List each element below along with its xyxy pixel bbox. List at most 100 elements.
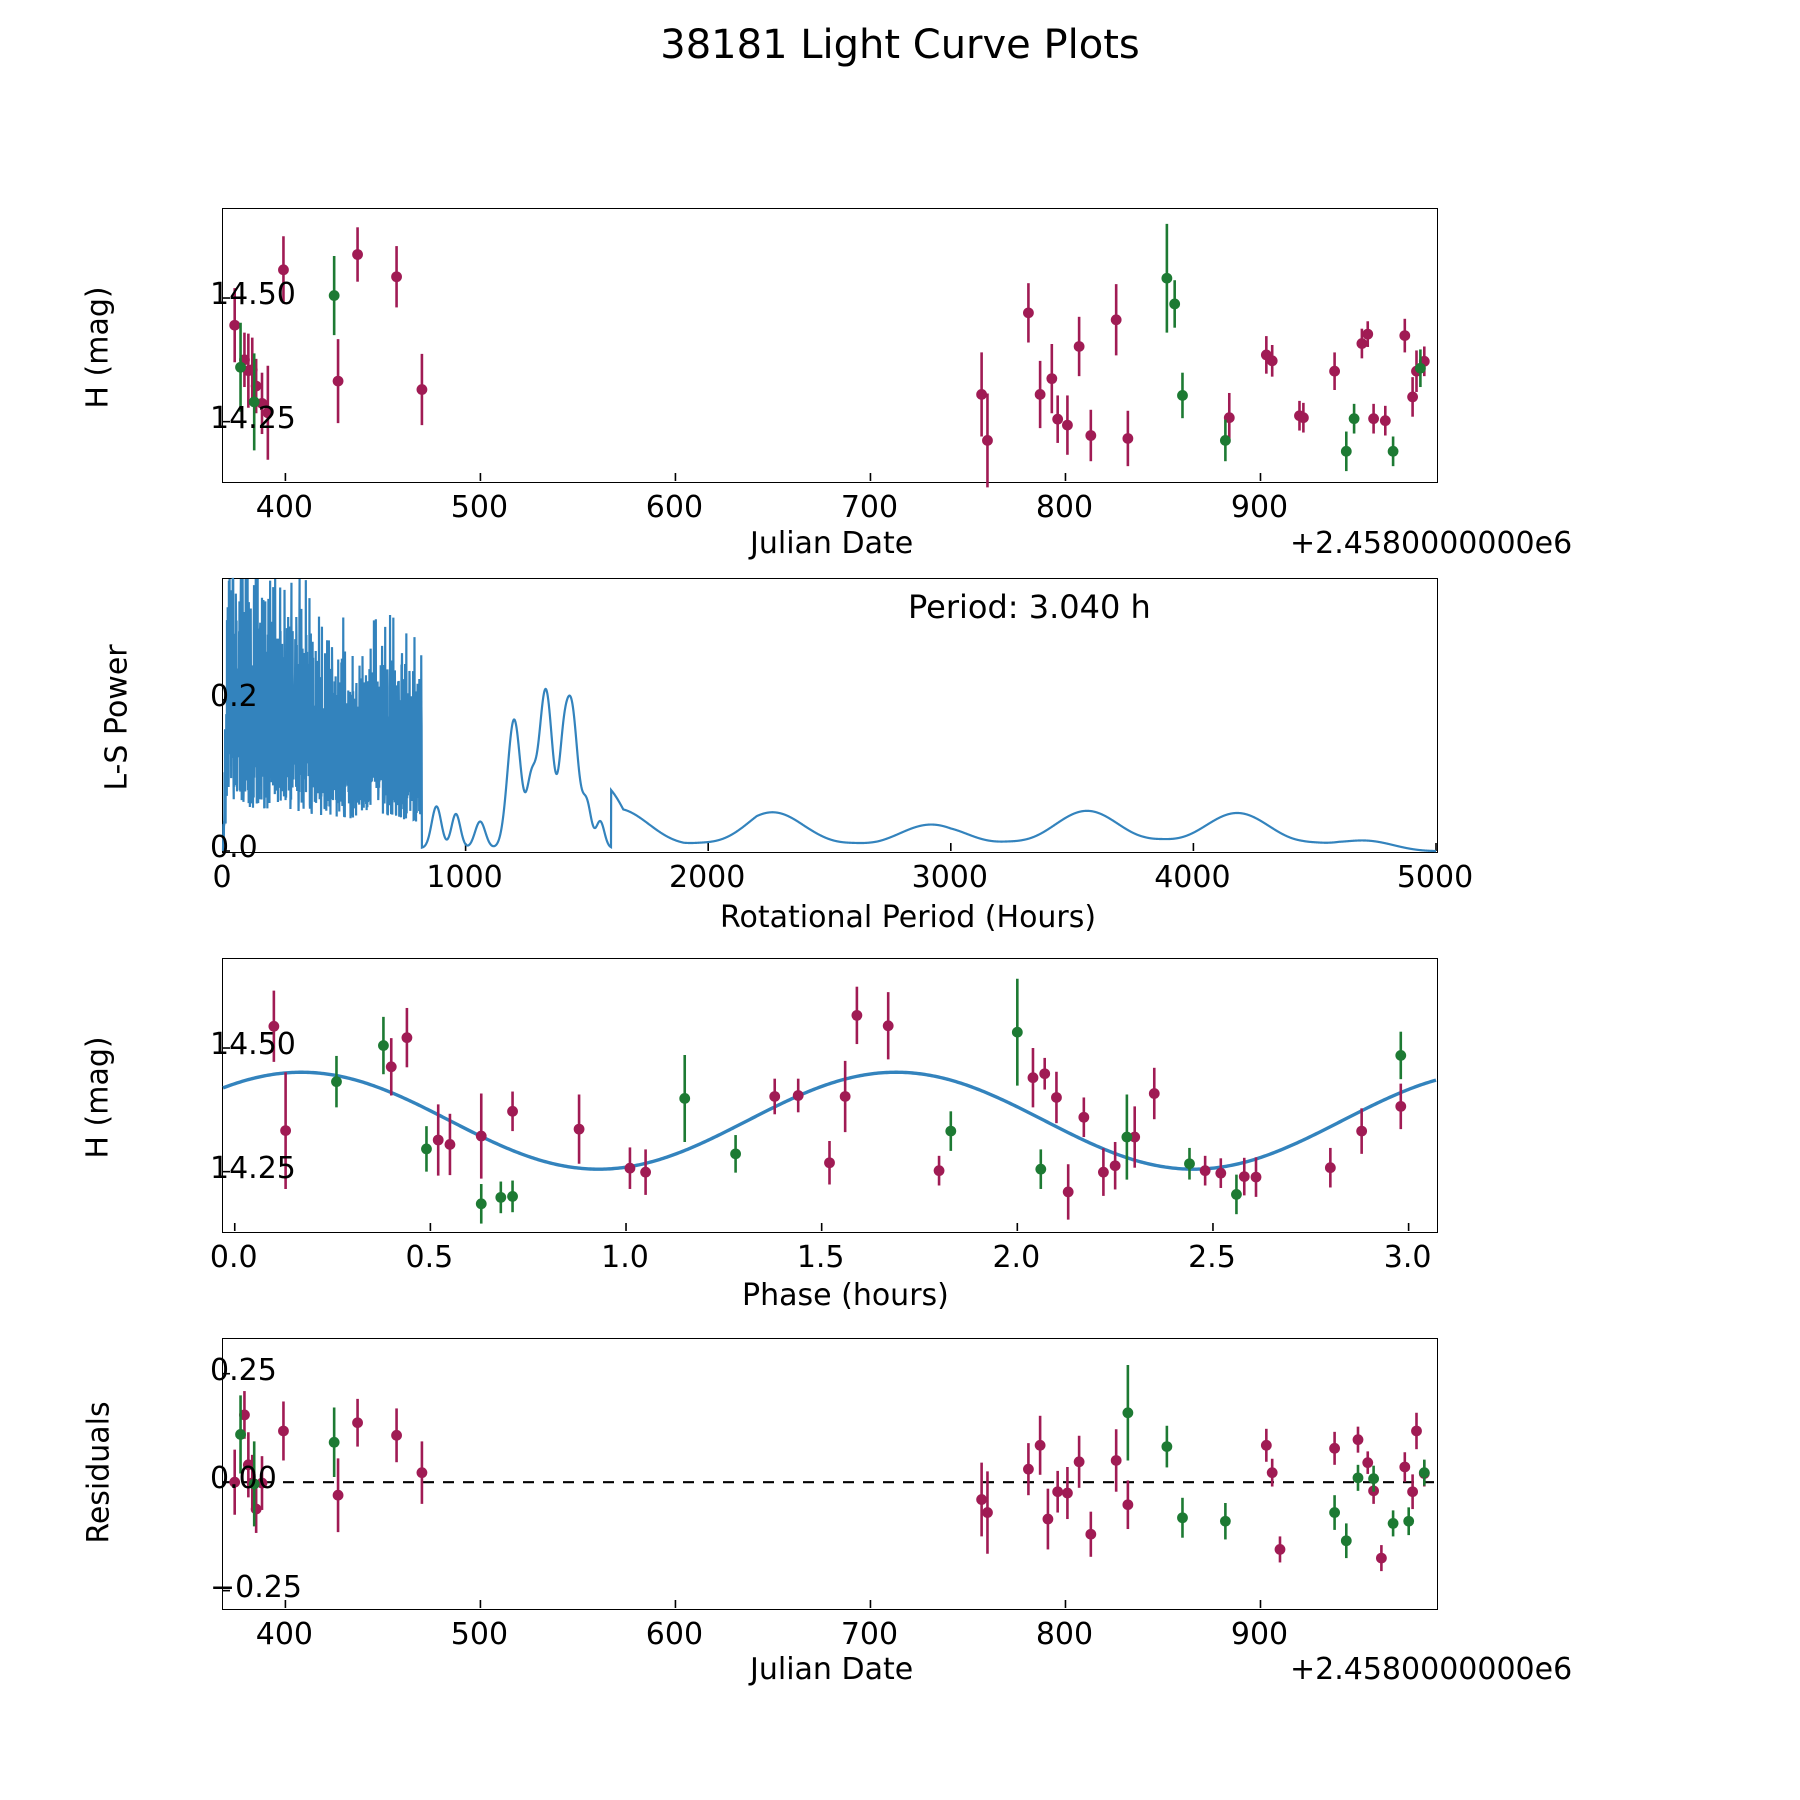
data-point xyxy=(1023,307,1034,319)
axis-tick-label: 3000 xyxy=(911,860,988,895)
data-point xyxy=(256,1477,268,1489)
axis-tick-label: 600 xyxy=(645,1617,704,1652)
data-point xyxy=(1387,445,1399,457)
data-point xyxy=(416,384,428,395)
data-point xyxy=(1403,1515,1415,1527)
axis-tick-label: 4000 xyxy=(1154,860,1231,895)
data-point xyxy=(1356,338,1368,349)
data-point xyxy=(1027,1072,1039,1084)
axis-tick-label: 0.5 xyxy=(405,1240,454,1275)
axis-tick-label: 400 xyxy=(255,1617,314,1652)
data-point xyxy=(945,1125,957,1137)
periodogram-line xyxy=(221,577,1436,853)
periodogram-x-axis-label: Rotational Period (Hours) xyxy=(720,900,1097,935)
data-point xyxy=(495,1191,507,1203)
data-point xyxy=(1274,1544,1286,1555)
residuals-plot-area xyxy=(223,1365,1436,1608)
axis-tick-label: 400 xyxy=(255,490,314,525)
data-point xyxy=(851,1009,863,1021)
data-point xyxy=(982,435,993,446)
data-point xyxy=(1340,1535,1352,1547)
data-point xyxy=(976,389,988,400)
data-point xyxy=(352,249,363,260)
data-point xyxy=(1110,1455,1122,1466)
data-point xyxy=(1035,1163,1047,1175)
data-point xyxy=(1260,1439,1272,1451)
data-point xyxy=(1238,1171,1250,1182)
data-point xyxy=(1329,1507,1340,1518)
data-point xyxy=(250,1503,262,1515)
data-point xyxy=(432,1134,444,1146)
data-point xyxy=(1266,355,1278,367)
residuals-x-offset-text: +2.4580000000e6 xyxy=(1290,1652,1573,1687)
axis-tick-label: 700 xyxy=(840,1617,899,1652)
data-point xyxy=(624,1162,636,1174)
data-point xyxy=(1085,430,1097,441)
data-point xyxy=(1411,1425,1422,1437)
data-point xyxy=(1110,314,1122,326)
data-point xyxy=(1085,1528,1097,1540)
data-point xyxy=(1215,1167,1227,1179)
axis-tick-label: 800 xyxy=(1035,490,1094,525)
data-point xyxy=(1352,1434,1364,1446)
data-point xyxy=(882,1020,894,1032)
data-point xyxy=(1051,1092,1062,1103)
data-point xyxy=(1042,1513,1054,1525)
periodogram-y-axis-label: L-S Power xyxy=(99,644,135,791)
data-point xyxy=(1062,419,1073,431)
data-point xyxy=(679,1093,691,1104)
data-point xyxy=(1399,330,1411,342)
data-point xyxy=(229,1476,241,1488)
data-point xyxy=(1340,445,1352,457)
data-point xyxy=(1023,1463,1034,1475)
data-point xyxy=(1184,1158,1195,1170)
axis-tick-label: 0 xyxy=(212,860,232,895)
light-curve-x-axis-label: Julian Date xyxy=(750,526,914,561)
data-point xyxy=(248,396,260,408)
data-point xyxy=(1266,1467,1278,1479)
sinusoid-fit-line xyxy=(222,1070,1437,1171)
data-point xyxy=(982,1507,993,1518)
data-point xyxy=(1177,390,1188,401)
data-point xyxy=(1177,1512,1188,1524)
data-point xyxy=(1362,1457,1374,1469)
data-point xyxy=(730,1148,741,1160)
data-point xyxy=(378,1040,389,1051)
data-point xyxy=(475,1130,487,1142)
axis-tick-label: 500 xyxy=(450,1617,509,1652)
axis-tick-label: 700 xyxy=(840,490,899,525)
axis-tick-label: 2.0 xyxy=(992,1240,1041,1275)
data-point xyxy=(507,1105,518,1117)
data-point xyxy=(235,1429,246,1440)
data-point xyxy=(824,1157,835,1169)
data-point xyxy=(332,375,344,387)
data-point xyxy=(1219,1515,1231,1527)
data-point xyxy=(280,1125,292,1137)
lomb-scargle-periodogram-panel xyxy=(221,577,1438,853)
data-point xyxy=(1034,1439,1046,1451)
data-point xyxy=(1039,1068,1051,1080)
axis-tick-label: 1.0 xyxy=(601,1240,649,1275)
data-point xyxy=(1122,1499,1134,1511)
data-point xyxy=(328,1436,340,1448)
data-point xyxy=(1169,298,1181,310)
data-point xyxy=(1329,365,1340,377)
data-point xyxy=(1231,1189,1242,1200)
axis-tick-label: 500 xyxy=(450,490,509,525)
data-point xyxy=(262,407,274,419)
data-point xyxy=(1078,1111,1090,1123)
data-point xyxy=(391,271,402,283)
residuals-panel xyxy=(222,1338,1438,1610)
data-point xyxy=(507,1190,518,1202)
axis-tick-label: 900 xyxy=(1230,490,1289,525)
data-point xyxy=(444,1139,456,1150)
periodogram-plot-area xyxy=(221,577,1437,853)
data-point xyxy=(1329,1442,1340,1454)
data-point xyxy=(229,319,241,331)
data-point xyxy=(1387,1517,1399,1529)
data-point xyxy=(250,380,262,392)
data-point xyxy=(1348,413,1360,425)
data-point xyxy=(1414,362,1426,374)
data-point xyxy=(352,1417,363,1429)
data-point xyxy=(839,1091,851,1102)
